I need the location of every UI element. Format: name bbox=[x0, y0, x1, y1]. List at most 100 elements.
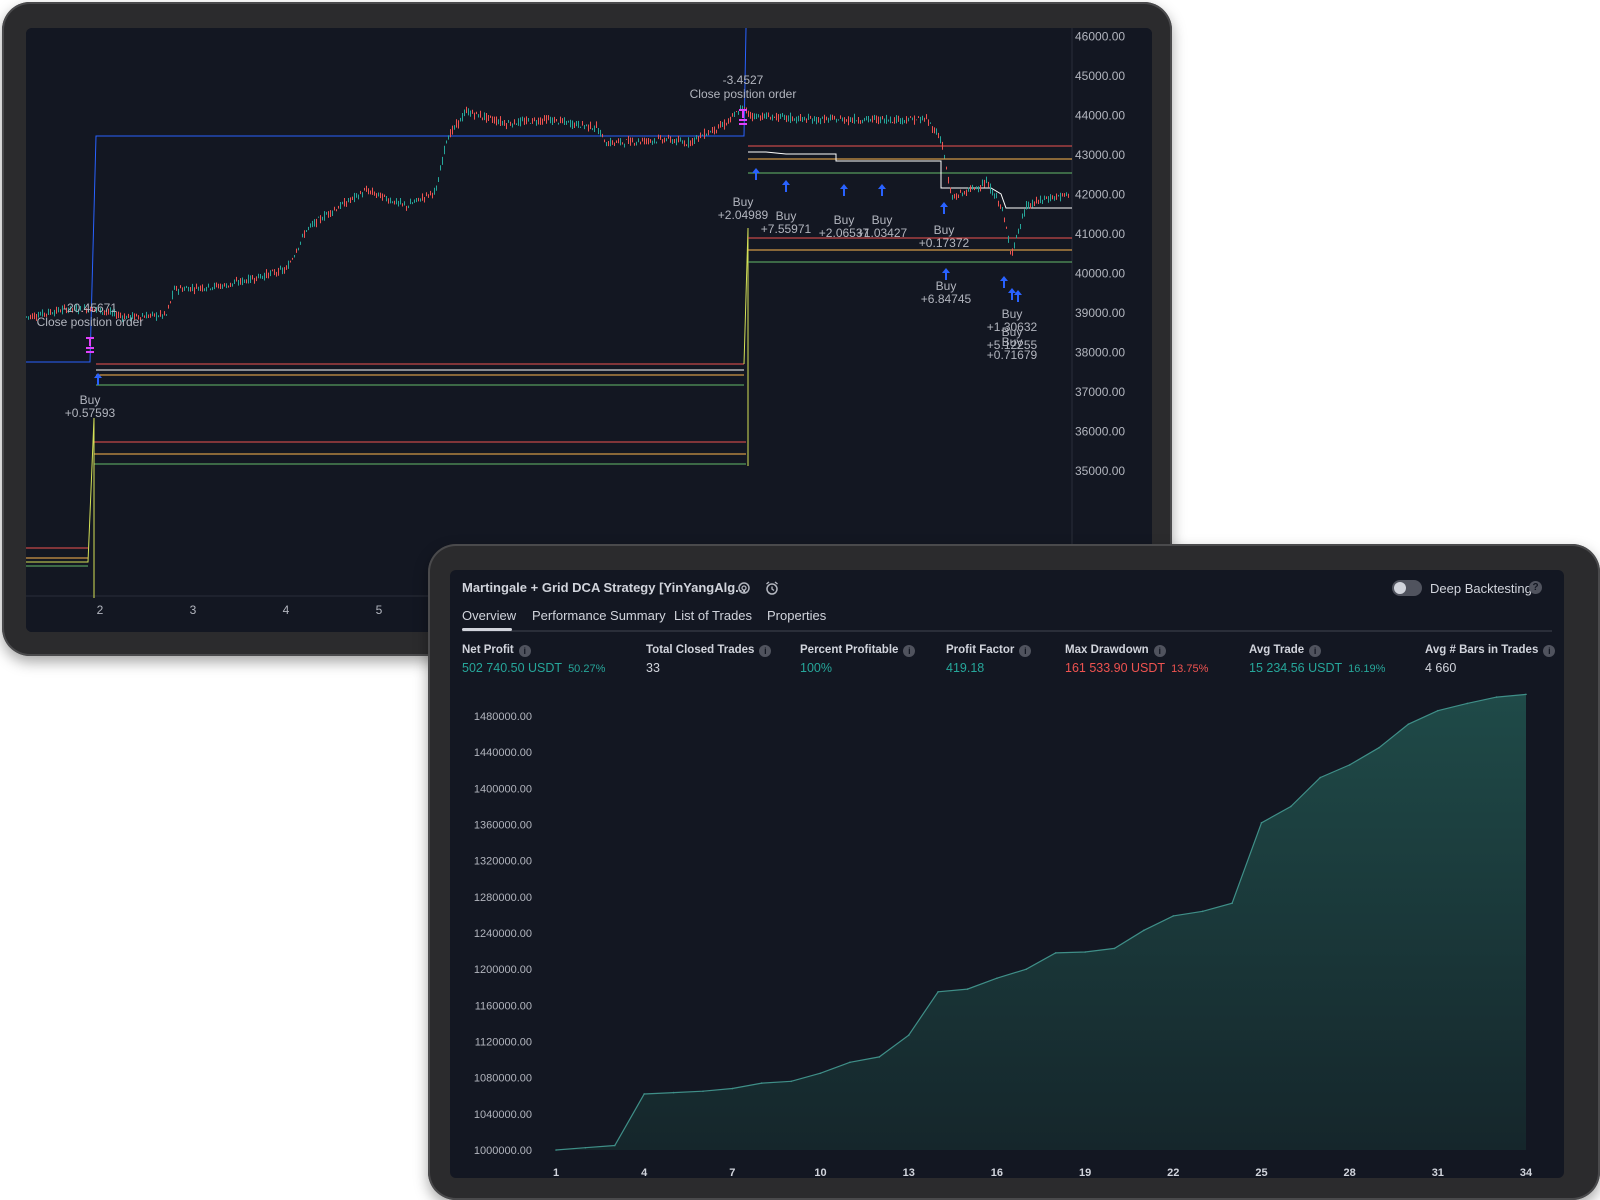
help-icon[interactable]: ? bbox=[1529, 581, 1542, 594]
x-tick-label: 10 bbox=[814, 1167, 826, 1178]
y-tick-label: 1480000.00 bbox=[474, 711, 532, 723]
y-tick-label: 1000000.00 bbox=[474, 1145, 532, 1157]
buy-arrow bbox=[942, 268, 950, 280]
tab-performance-summary[interactable]: Performance Summary bbox=[532, 608, 666, 623]
metric-label: Percent Profitable bbox=[800, 644, 899, 656]
info-icon[interactable]: i bbox=[1153, 645, 1166, 657]
alarm-clock-icon[interactable] bbox=[764, 580, 780, 596]
average-price-line bbox=[26, 28, 747, 363]
buy-label: Buy bbox=[1002, 307, 1023, 321]
buy-arrow bbox=[1000, 276, 1008, 288]
info-icon[interactable]: i bbox=[1309, 645, 1322, 657]
tab-properties[interactable]: Properties bbox=[767, 608, 827, 623]
metric-percent-profitable: Percent Profitable i 100% bbox=[800, 644, 916, 675]
metric-percent: 13.75% bbox=[1171, 663, 1209, 675]
x-tick-label: 34 bbox=[1520, 1167, 1533, 1178]
equity-point bbox=[1025, 968, 1028, 970]
equity-point bbox=[1172, 915, 1175, 917]
time-axis[interactable]: 2 3 4 5 bbox=[97, 603, 383, 617]
equity-point bbox=[1466, 702, 1469, 705]
y-tick-label: 1200000.00 bbox=[474, 964, 532, 976]
metric-profit-factor: Profit Factor i 419.18 bbox=[946, 644, 1032, 675]
equity-point bbox=[1113, 947, 1116, 950]
buy-amount: +2.06537 bbox=[819, 226, 870, 240]
y-tick-label: 1240000.00 bbox=[474, 928, 532, 940]
price-axis-tick: 38000.00 bbox=[1075, 346, 1125, 360]
time-axis-tick: 2 bbox=[97, 603, 104, 617]
equity-point bbox=[819, 1072, 822, 1074]
time-axis-tick: 4 bbox=[283, 603, 290, 617]
take-profit-line bbox=[743, 227, 749, 466]
y-tick-label: 1040000.00 bbox=[474, 1109, 532, 1121]
equity-point bbox=[760, 1082, 763, 1084]
equity-point bbox=[1319, 776, 1322, 779]
buy-amount: +7.55971 bbox=[761, 222, 812, 236]
x-tick-label: 13 bbox=[903, 1167, 915, 1178]
y-tick-label: 1360000.00 bbox=[474, 820, 532, 832]
price-chart-background bbox=[26, 28, 1152, 632]
tab-list-of-trades[interactable]: List of Trades bbox=[674, 608, 753, 623]
buy-arrow bbox=[1014, 290, 1022, 302]
strategy-title[interactable]: Martingale + Grid DCA Strategy [YinYangA… bbox=[462, 580, 747, 595]
strategy-header: Martingale + Grid DCA Strategy [YinYangA… bbox=[450, 570, 1564, 608]
info-icon[interactable]: i bbox=[759, 645, 772, 657]
equity-chart[interactable]: 1000000.00 1040000.00 1080000.00 1120000.00… bbox=[450, 678, 1564, 1178]
equity-point bbox=[996, 977, 998, 980]
y-tick-label: 1280000.00 bbox=[474, 892, 532, 904]
buy-label: Buy bbox=[934, 223, 955, 237]
equity-point bbox=[907, 1034, 910, 1036]
equity-point bbox=[937, 991, 939, 993]
equity-point bbox=[878, 1056, 881, 1058]
x-tick-label: 4 bbox=[641, 1167, 648, 1178]
metric-value: 161 533.90 USDT bbox=[1065, 661, 1166, 675]
metric-label: Total Closed Trades bbox=[646, 644, 755, 656]
equity-point bbox=[1084, 951, 1086, 953]
buy-arrow bbox=[1008, 288, 1016, 300]
info-icon[interactable]: i bbox=[1019, 645, 1032, 657]
equity-points bbox=[555, 693, 1527, 1151]
metric-value: 419.18 bbox=[946, 661, 985, 675]
x-tick-label: 19 bbox=[1079, 1167, 1091, 1178]
buy-amount: +6.84745 bbox=[921, 292, 972, 306]
buy-amount: +2.04989 bbox=[718, 208, 769, 222]
buy-label: Buy bbox=[1002, 325, 1023, 339]
toggle-knob bbox=[1394, 582, 1406, 594]
equity-point bbox=[1054, 952, 1057, 954]
active-tab-indicator bbox=[462, 628, 512, 631]
equity-point bbox=[1348, 764, 1351, 766]
price-axis-tick: 42000.00 bbox=[1075, 188, 1125, 202]
equity-point bbox=[731, 1087, 734, 1090]
close-marker bbox=[739, 109, 747, 125]
equity-point bbox=[584, 1146, 587, 1149]
x-tick-label: 16 bbox=[991, 1167, 1003, 1178]
buy-label: Buy bbox=[733, 195, 754, 209]
close-order-value: -20.45671 bbox=[63, 301, 117, 315]
buy-arrow bbox=[94, 373, 102, 385]
equity-y-axis: 1000000.00 1040000.00 1080000.00 1120000.00… bbox=[474, 711, 532, 1157]
x-tick-label: 28 bbox=[1344, 1167, 1356, 1178]
metric-value: 4 660 bbox=[1425, 661, 1457, 675]
info-icon[interactable]: i bbox=[903, 645, 916, 657]
price-axis[interactable]: 47000.0046000.0045000.0044000.0043000.00… bbox=[1075, 28, 1125, 479]
gear-icon[interactable] bbox=[736, 580, 752, 596]
metric-max-drawdown: Max Drawdown i 161 533.90 USDT 13.75% bbox=[1065, 644, 1208, 675]
close-marker bbox=[86, 337, 94, 353]
info-icon[interactable]: i bbox=[1543, 645, 1556, 657]
equity-point bbox=[613, 1144, 616, 1147]
x-tick-label: 1 bbox=[553, 1167, 559, 1178]
buy-arrow bbox=[840, 184, 848, 196]
deep-backtesting-toggle[interactable] bbox=[1392, 580, 1422, 596]
x-tick-label: 31 bbox=[1432, 1167, 1444, 1178]
info-icon[interactable]: i bbox=[518, 645, 531, 657]
equity-point bbox=[1231, 902, 1233, 905]
y-tick-label: 1120000.00 bbox=[475, 1037, 532, 1049]
equity-point bbox=[1260, 821, 1263, 824]
tab-overview[interactable]: Overview bbox=[462, 608, 517, 623]
y-tick-label: 1400000.00 bbox=[474, 783, 532, 795]
metric-value: 33 bbox=[646, 661, 660, 675]
price-chart[interactable]: 47000.0046000.0045000.0044000.0043000.00… bbox=[26, 28, 1152, 632]
metric-percent: 16.19% bbox=[1348, 663, 1386, 675]
strategy-tester-device-frame: Martingale + Grid DCA Strategy [YinYangA… bbox=[428, 544, 1600, 1200]
buy-amount: +0.71679 bbox=[987, 348, 1038, 362]
equity-point bbox=[1290, 805, 1292, 808]
